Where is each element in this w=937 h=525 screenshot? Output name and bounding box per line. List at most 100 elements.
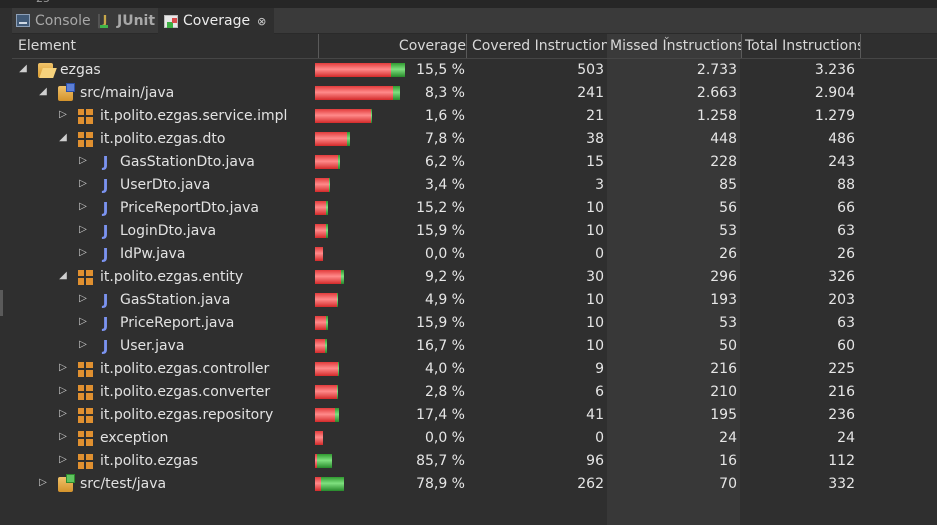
covered-instructions-value: 3 [595, 177, 604, 193]
expand-arrow-icon[interactable]: ▷ [59, 385, 67, 396]
missed-portion [315, 454, 317, 468]
coverage-bar [315, 224, 328, 238]
table-row[interactable]: ▷ it.polito.ezgas.service.impl 1,6 % 21 1.25… [12, 105, 937, 128]
coverage-value: 1,6 % [424, 108, 465, 124]
expand-arrow-icon[interactable]: ▷ [59, 109, 67, 120]
collapse-arrow-icon[interactable]: ◢ [39, 86, 47, 97]
java-file-icon: J [102, 291, 109, 309]
total-instructions-value: 332 [828, 476, 855, 492]
table-row[interactable]: ▷ it.polito.ezgas.converter 2,8 % 6 210 216 [12, 381, 937, 404]
tab-coverage[interactable]: Coverage ⊗ [158, 8, 275, 34]
expand-arrow-icon[interactable]: ▷ [79, 224, 87, 235]
expand-arrow-icon[interactable]: ▷ [59, 431, 67, 442]
column-header-element[interactable]: Element [12, 34, 319, 58]
coverage-bar [315, 132, 350, 146]
package-icon [78, 270, 93, 285]
covered-portion [326, 316, 328, 330]
covered-instructions-value: 41 [586, 407, 604, 423]
covered-portion [393, 86, 400, 100]
package-icon [78, 132, 93, 147]
close-icon[interactable]: ⊗ [257, 14, 267, 28]
top-strip: 25 [0, 0, 937, 8]
expand-arrow-icon[interactable]: ▷ [79, 201, 87, 212]
table-row[interactable]: ◢ it.polito.ezgas.dto 7,8 % 38 448 486 [12, 128, 937, 151]
expand-arrow-icon[interactable]: ▷ [79, 247, 87, 258]
collapse-arrow-icon[interactable]: ◢ [59, 270, 67, 281]
table-row[interactable]: ▷ it.polito.ezgas.repository 17,4 % 41 195 23… [12, 404, 937, 427]
total-instructions-value: 26 [837, 246, 855, 262]
coverage-bar [315, 270, 344, 284]
missed-portion [315, 293, 337, 307]
covered-instructions-value: 10 [586, 315, 604, 331]
tab-junit[interactable]: J JUnit [98, 8, 155, 33]
table-row[interactable]: ▷ J LoginDto.java 15,9 % 10 53 63 [12, 220, 937, 243]
missed-portion [315, 109, 371, 123]
table-row[interactable]: ▷ J GasStation.java 4,9 % 10 193 203 [12, 289, 937, 312]
expand-arrow-icon[interactable]: ▷ [79, 339, 87, 350]
table-row[interactable]: ▷ it.polito.ezgas.controller 4,0 % 9 216 225 [12, 358, 937, 381]
coverage-value: 4,9 % [424, 292, 465, 308]
table-row[interactable]: ▷ J User.java 16,7 % 10 50 60 [12, 335, 937, 358]
missed-portion [315, 224, 326, 238]
column-header-missed-instructions[interactable]: ⌄ Missed Instructions [607, 34, 742, 58]
table-row[interactable]: ▷ J IdPw.java 0,0 % 0 26 26 [12, 243, 937, 266]
tab-coverage-label: Coverage [183, 13, 251, 29]
covered-portion [317, 454, 332, 468]
table-row[interactable]: ◢ src/main/java 8,3 % 241 2.663 2.904 [12, 82, 937, 105]
table-row[interactable]: ◢ it.polito.ezgas.entity 9,2 % 30 296 326 [12, 266, 937, 289]
covered-instructions-value: 30 [586, 269, 604, 285]
table-row[interactable]: ◢ ezgas 15,5 % 503 2.733 3.236 [12, 59, 937, 82]
tab-divider: | [96, 12, 102, 29]
coverage-value: 0,0 % [424, 430, 465, 446]
coverage-value: 2,8 % [424, 384, 465, 400]
collapse-arrow-icon[interactable]: ◢ [59, 132, 67, 143]
table-row[interactable]: ▷ J PriceReport.java 15,9 % 10 53 63 [12, 312, 937, 335]
missed-portion [315, 362, 338, 376]
table-row[interactable]: ▷ J UserDto.java 3,4 % 3 85 88 [12, 174, 937, 197]
coverage-bar [315, 293, 338, 307]
left-edge-handle[interactable] [0, 290, 3, 316]
coverage-value: 7,8 % [424, 131, 465, 147]
coverage-bar [315, 178, 330, 192]
column-header-covered-instructions[interactable]: Covered Instructions [469, 34, 609, 58]
expand-arrow-icon[interactable]: ▷ [79, 293, 87, 304]
coverage-value: 85,7 % [416, 453, 465, 469]
total-instructions-value: 112 [828, 453, 855, 469]
covered-instructions-value: 10 [586, 200, 604, 216]
covered-portion [347, 132, 350, 146]
coverage-value: 9,2 % [424, 269, 465, 285]
table-row[interactable]: ▷ exception 0,0 % 0 24 24 [12, 427, 937, 450]
sorted-column-highlight [607, 59, 740, 525]
covered-instructions-value: 262 [577, 476, 604, 492]
expand-arrow-icon[interactable]: ▷ [79, 155, 87, 166]
coverage-value: 15,9 % [416, 223, 465, 239]
missed-portion [315, 270, 341, 284]
missed-instructions-value: 296 [710, 269, 737, 285]
total-instructions-value: 2.904 [814, 85, 855, 101]
total-instructions-value: 243 [828, 154, 855, 170]
expand-arrow-icon[interactable]: ▷ [39, 477, 47, 488]
covered-instructions-value: 21 [586, 108, 604, 124]
table-row[interactable]: ▷ J GasStationDto.java 6,2 % 15 228 243 [12, 151, 937, 174]
tab-console[interactable]: Console | [16, 8, 101, 33]
element-name: IdPw.java [120, 246, 186, 262]
expand-arrow-icon[interactable]: ▷ [59, 408, 67, 419]
expand-arrow-icon[interactable]: ▷ [59, 362, 67, 373]
table-row[interactable]: ▷ src/test/java 78,9 % 262 70 332 [12, 473, 937, 496]
expand-arrow-icon[interactable]: ▷ [79, 316, 87, 327]
coverage-bar [315, 201, 328, 215]
console-icon [16, 14, 30, 27]
covered-instructions-value: 0 [595, 246, 604, 262]
expand-arrow-icon[interactable]: ▷ [59, 454, 67, 465]
column-header-total-instructions[interactable]: Total Instructions [742, 34, 861, 58]
column-header-coverage[interactable]: Coverage [319, 34, 467, 58]
covered-portion [371, 109, 372, 123]
missed-instructions-value: 85 [719, 177, 737, 193]
table-row[interactable]: ▷ J PriceReportDto.java 15,2 % 10 56 66 [12, 197, 937, 220]
java-file-icon: J [102, 199, 109, 217]
collapse-arrow-icon[interactable]: ◢ [19, 63, 27, 74]
missed-instructions-value: 16 [719, 453, 737, 469]
table-row[interactable]: ▷ it.polito.ezgas 85,7 % 96 16 112 [12, 450, 937, 473]
expand-arrow-icon[interactable]: ▷ [79, 178, 87, 189]
missed-instructions-value: 53 [719, 223, 737, 239]
